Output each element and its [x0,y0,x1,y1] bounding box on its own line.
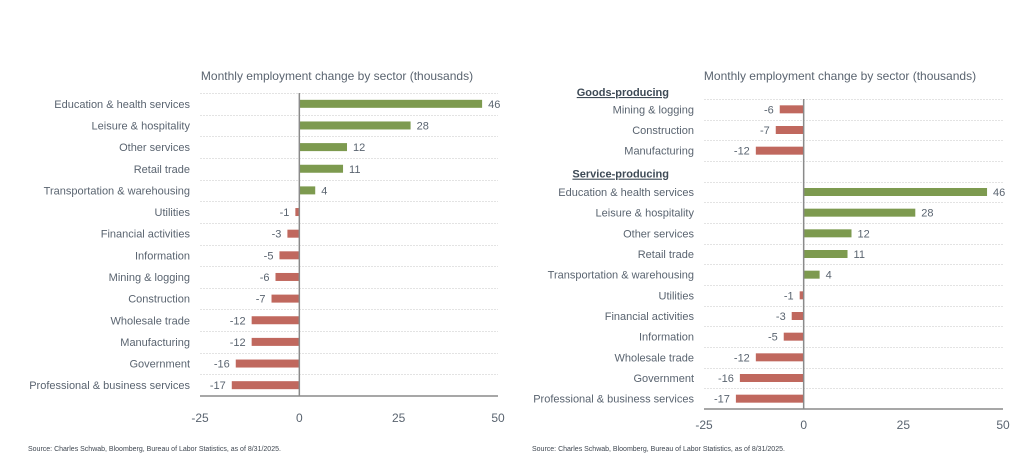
data-label: 4 [321,185,327,197]
x-tick-label: 0 [296,411,303,425]
data-label: 11 [854,249,865,261]
data-label: -6 [764,104,774,116]
category-label: Government [633,373,694,385]
bar [803,229,852,238]
data-label: -1 [280,207,290,219]
category-label: Manufacturing [120,337,190,349]
bar [803,250,848,258]
data-label: -3 [776,311,786,323]
data-label: -6 [260,272,270,284]
x-tick-label: -25 [191,411,209,425]
category-label: Financial activities [605,311,695,323]
bar [803,188,988,196]
bar [299,143,348,152]
category-label: Education & health services [558,187,694,199]
data-label: 46 [993,187,1005,199]
x-tick-label: 25 [897,418,911,432]
bar [299,164,344,173]
category-label: Information [135,250,190,262]
bar [739,374,804,382]
category-label: Mining & logging [613,104,694,116]
category-label: Transportation & warehousing [44,185,190,197]
data-label: -16 [214,359,230,371]
category-label: Other services [623,228,694,240]
bar [799,291,804,300]
group-header: Service-producing [572,169,669,181]
data-label: -1 [784,290,794,302]
category-label: Retail trade [134,164,190,176]
bar [803,270,820,279]
bar [735,394,804,403]
category-label: Wholesale trade [111,315,191,327]
data-label: -12 [734,352,750,364]
category-label: Utilities [659,290,695,302]
data-label: -12 [734,146,750,158]
data-label: -16 [718,373,734,385]
data-label: -17 [210,380,226,392]
category-label: Retail trade [638,249,694,261]
data-label: -7 [256,294,266,306]
data-label: 12 [353,142,365,154]
source-note: Source: Charles Schwab, Bloomberg, Burea… [532,446,785,453]
x-tick-label: 0 [800,418,807,432]
chart-title: Monthly employment change by sector (tho… [201,69,473,83]
bar [299,186,316,195]
category-label: Government [129,359,190,371]
category-label: Information [639,332,694,344]
category-label: Financial activities [101,229,191,241]
category-label: Utilities [155,207,191,219]
data-label: 11 [349,164,360,176]
data-label: 4 [826,270,832,282]
data-label: 46 [488,99,500,111]
bar [295,208,300,217]
bar [755,353,804,362]
category-label: Professional & business services [29,380,190,392]
data-label: 28 [921,208,933,220]
category-label: Professional & business services [533,394,694,406]
bar [791,312,804,320]
data-label: -12 [230,337,246,349]
x-tick-label: -25 [695,418,713,432]
category-label: Construction [632,125,694,137]
bar [755,146,804,155]
bar [251,316,300,325]
bar [251,337,300,346]
group-header: Goods-producing [577,87,669,99]
bar [299,121,411,130]
bar [775,126,804,134]
bar [275,272,300,281]
x-tick-label: 50 [996,418,1010,432]
data-label: -7 [760,125,770,137]
chart-title: Monthly employment change by sector (tho… [704,69,976,83]
data-label: 28 [417,120,429,132]
data-label: 12 [858,228,870,240]
bar [231,381,300,390]
x-tick-label: 50 [491,411,505,425]
source-note: Source: Charles Schwab, Bloomberg, Burea… [28,446,281,453]
bar [271,294,300,303]
bar [783,332,804,341]
data-label: -17 [714,394,730,406]
category-label: Other services [119,142,190,154]
bar [779,105,804,114]
category-label: Leisure & hospitality [92,120,191,132]
category-label: Wholesale trade [615,352,695,364]
data-label: -5 [264,250,274,262]
bar [287,229,300,238]
data-label: -3 [272,229,282,241]
bar [299,99,483,108]
category-label: Leisure & hospitality [596,208,695,220]
x-tick-label: 25 [392,411,406,425]
bar [279,251,300,260]
category-label: Transportation & warehousing [548,270,694,282]
data-label: -12 [230,315,246,327]
data-label: -5 [768,332,778,344]
bar [235,359,300,368]
category-label: Manufacturing [624,146,694,158]
category-label: Mining & logging [109,272,190,284]
category-label: Education & health services [54,99,190,111]
bar [803,208,916,217]
category-label: Construction [128,294,190,306]
